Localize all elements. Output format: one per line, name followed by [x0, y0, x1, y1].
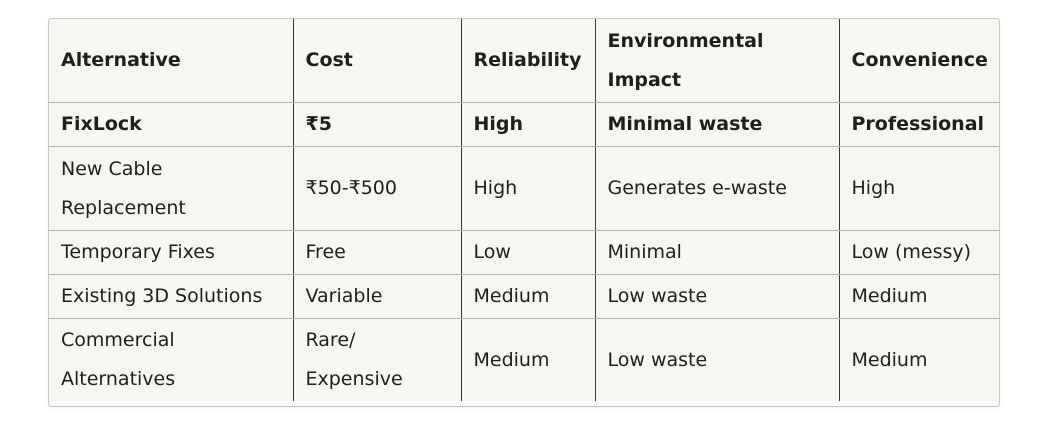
cell-environmental-impact: Low waste — [595, 318, 840, 401]
table-row: Temporary Fixes Free Low Minimal Low (me… — [49, 230, 999, 275]
cell-cost: Free — [293, 230, 462, 275]
cell-convenience: High — [839, 146, 999, 231]
cell-alternative: Temporary Fixes — [49, 230, 294, 275]
cell-cost: Rare/ Expensive — [293, 318, 462, 401]
cell-environmental-impact: Generates e-waste — [595, 146, 840, 231]
table-row: New Cable Replacement ₹50-₹500 High Gene… — [49, 146, 999, 231]
cell-environmental-impact: Minimal waste — [595, 102, 840, 147]
cell-reliability: Low — [461, 230, 596, 275]
comparison-table-card: Alternative Cost Reliability Environment… — [48, 18, 1000, 407]
cell-cost: Variable — [293, 274, 462, 319]
table-header-row: Alternative Cost Reliability Environment… — [49, 19, 999, 103]
cell-convenience: Medium — [851, 348, 928, 371]
cell-convenience: Medium — [839, 274, 999, 319]
cell-alternative: Existing 3D Solutions — [49, 274, 294, 319]
cell-reliability: High — [461, 102, 596, 147]
cell-environmental-impact: Low waste — [595, 274, 840, 319]
header-environmental-impact: Environmental Impact — [595, 19, 840, 103]
header-alternative: Alternative — [49, 19, 294, 103]
table-row: Commercial Alternatives Rare/ Expensive … — [49, 318, 999, 401]
cell-convenience: Low (messy) — [839, 230, 999, 275]
table-row: FixLock ₹5 High Minimal waste Profession… — [49, 102, 999, 147]
header-reliability: Reliability — [461, 19, 596, 103]
cell-alternative: New Cable Replacement — [49, 146, 294, 231]
header-cost: Cost — [293, 19, 462, 103]
cell-reliability: Medium — [461, 318, 596, 401]
comparison-table: Alternative Cost Reliability Environment… — [49, 19, 999, 401]
cell-cost: ₹5 — [293, 102, 462, 147]
cell-convenience: Professional — [839, 102, 999, 147]
cell-cost: ₹50-₹500 — [293, 146, 462, 231]
table-row: Existing 3D Solutions Variable Medium Lo… — [49, 274, 999, 319]
header-convenience: Convenience — [839, 19, 999, 103]
cell-alternative: Commercial Alternatives — [49, 318, 294, 401]
cell-reliability: Medium — [461, 274, 596, 319]
cell-environmental-impact: Minimal — [595, 230, 840, 275]
cell-reliability: High — [461, 146, 596, 231]
cell-alternative: FixLock — [49, 102, 294, 147]
